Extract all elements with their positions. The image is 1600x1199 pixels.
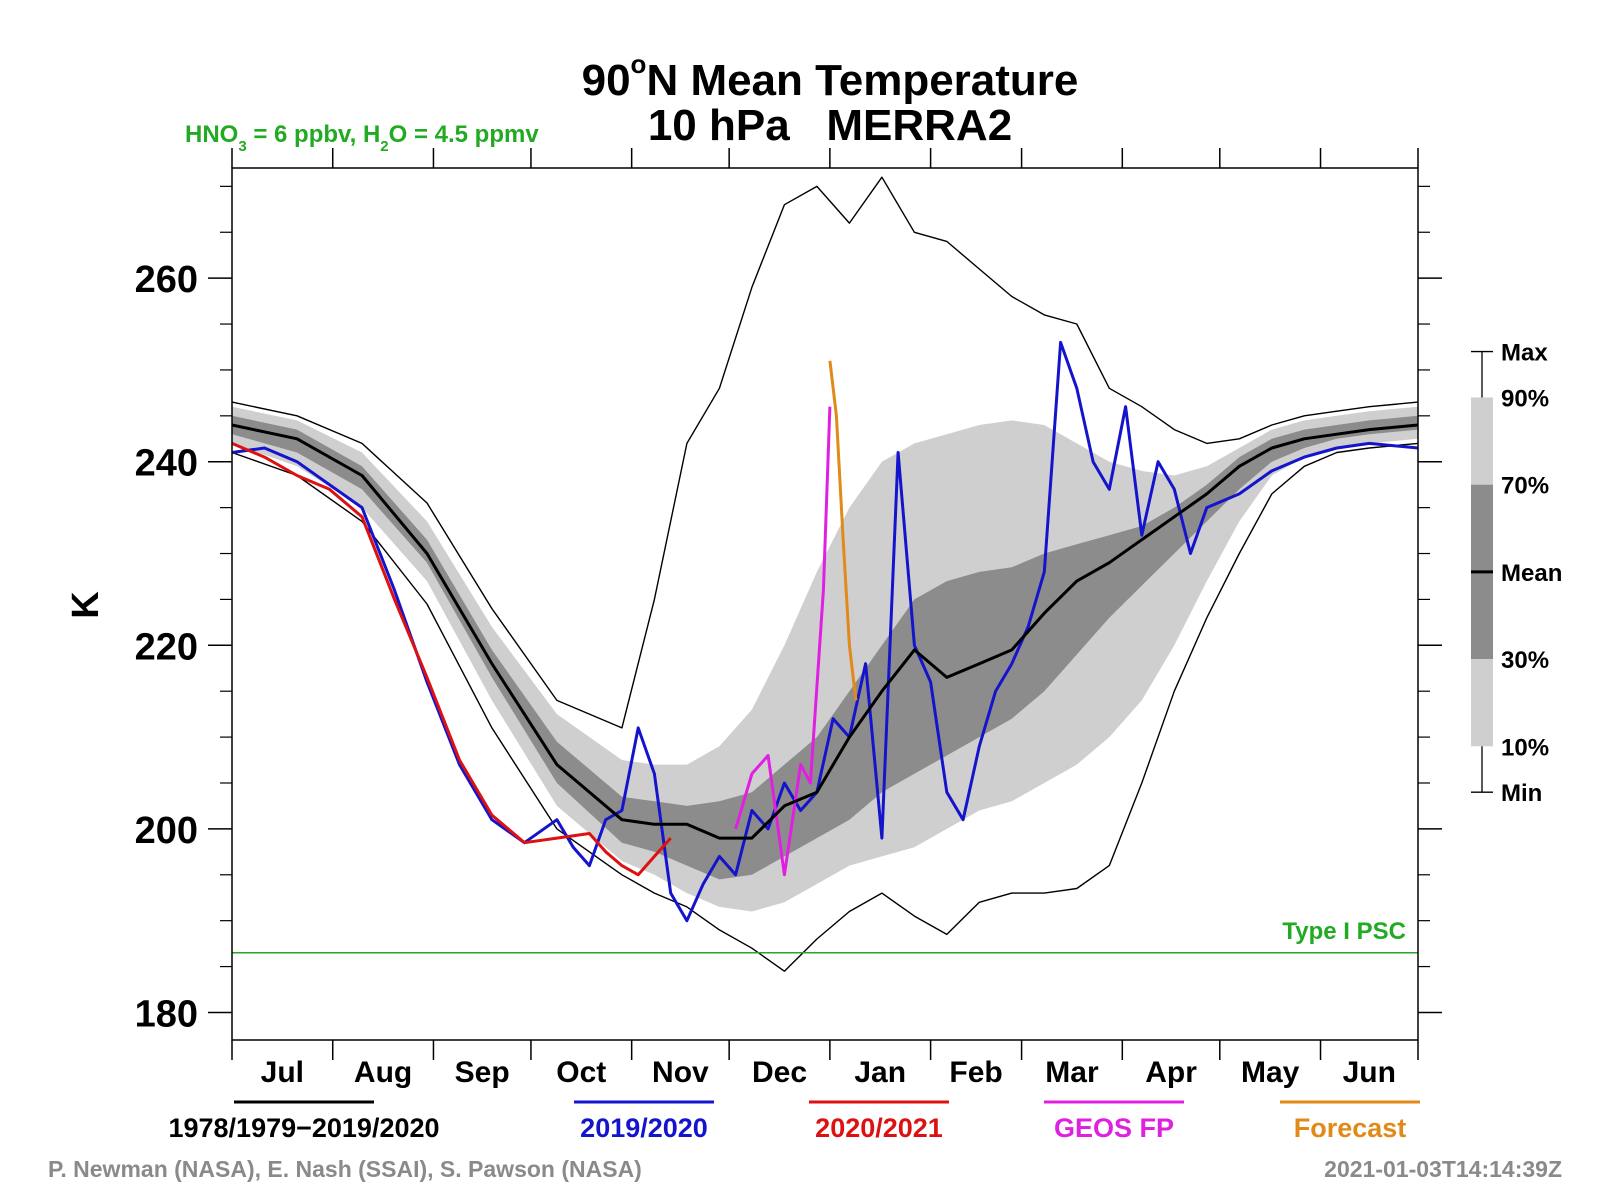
credit-timestamp: 2021-01-03T14:14:39Z xyxy=(1324,1156,1562,1182)
band-30-70 xyxy=(232,415,1418,880)
legend-label-2: 2020/2021 xyxy=(815,1113,943,1143)
y-tick-label-180: 180 xyxy=(135,993,198,1035)
pct-label-70pct: 70% xyxy=(1501,473,1549,500)
series-forecast xyxy=(828,360,858,701)
title-line2: 10 hPa MERRA2 xyxy=(648,101,1012,150)
legend-label-0: 1978/1979−2019/2020 xyxy=(168,1113,439,1143)
series-climatology-mean xyxy=(231,423,1419,840)
y-tick-label-200: 200 xyxy=(135,810,198,852)
y-axis-label: K xyxy=(65,591,107,619)
pct-label-90pct: 90% xyxy=(1501,385,1549,412)
pct-label-10pct: 10% xyxy=(1501,734,1549,761)
subtitle: HNO3 = 6 ppbv, H2O = 4.5 ppmv xyxy=(185,121,539,155)
pct-label-mean: Mean xyxy=(1501,560,1562,587)
month-label-nov: Nov xyxy=(652,1056,709,1089)
month-label-jul: Jul xyxy=(261,1056,304,1089)
month-label-apr: Apr xyxy=(1145,1056,1197,1089)
y-tick-label-260: 260 xyxy=(135,259,198,301)
month-label-feb: Feb xyxy=(949,1056,1002,1089)
pct-swatch-10-30 xyxy=(1471,659,1493,747)
month-label-mar: Mar xyxy=(1045,1056,1099,1089)
legend-label-1: 2019/2020 xyxy=(580,1113,708,1143)
title-line1: 90oN Mean Temperature xyxy=(582,49,1079,105)
credit-authors: P. Newman (NASA), E. Nash (SSAI), S. Paw… xyxy=(48,1156,642,1182)
series-2020-2021 xyxy=(231,442,672,877)
series-geos-fp xyxy=(734,406,832,877)
max-line xyxy=(231,176,1419,729)
plot-frame xyxy=(231,167,1419,1041)
pct-label-min: Min xyxy=(1501,780,1542,807)
pct-label-30pct: 30% xyxy=(1501,647,1549,674)
legend-label-3: GEOS FP xyxy=(1054,1113,1174,1143)
month-label-oct: Oct xyxy=(556,1056,606,1089)
month-label-jun: Jun xyxy=(1343,1056,1396,1089)
pct-label-max: Max xyxy=(1501,340,1548,367)
pct-swatch-70-90 xyxy=(1471,397,1493,485)
y-tick-label-240: 240 xyxy=(135,443,198,485)
month-label-may: May xyxy=(1241,1056,1300,1089)
month-label-sep: Sep xyxy=(455,1056,510,1089)
legend-label-4: Forecast xyxy=(1294,1113,1407,1143)
month-label-aug: Aug xyxy=(354,1056,412,1089)
month-label-dec: Dec xyxy=(752,1056,807,1089)
psc-label: Type I PSC xyxy=(1282,918,1406,945)
min-line xyxy=(231,442,1419,972)
y-tick-label-220: 220 xyxy=(135,626,198,668)
month-label-jan: Jan xyxy=(854,1056,906,1089)
